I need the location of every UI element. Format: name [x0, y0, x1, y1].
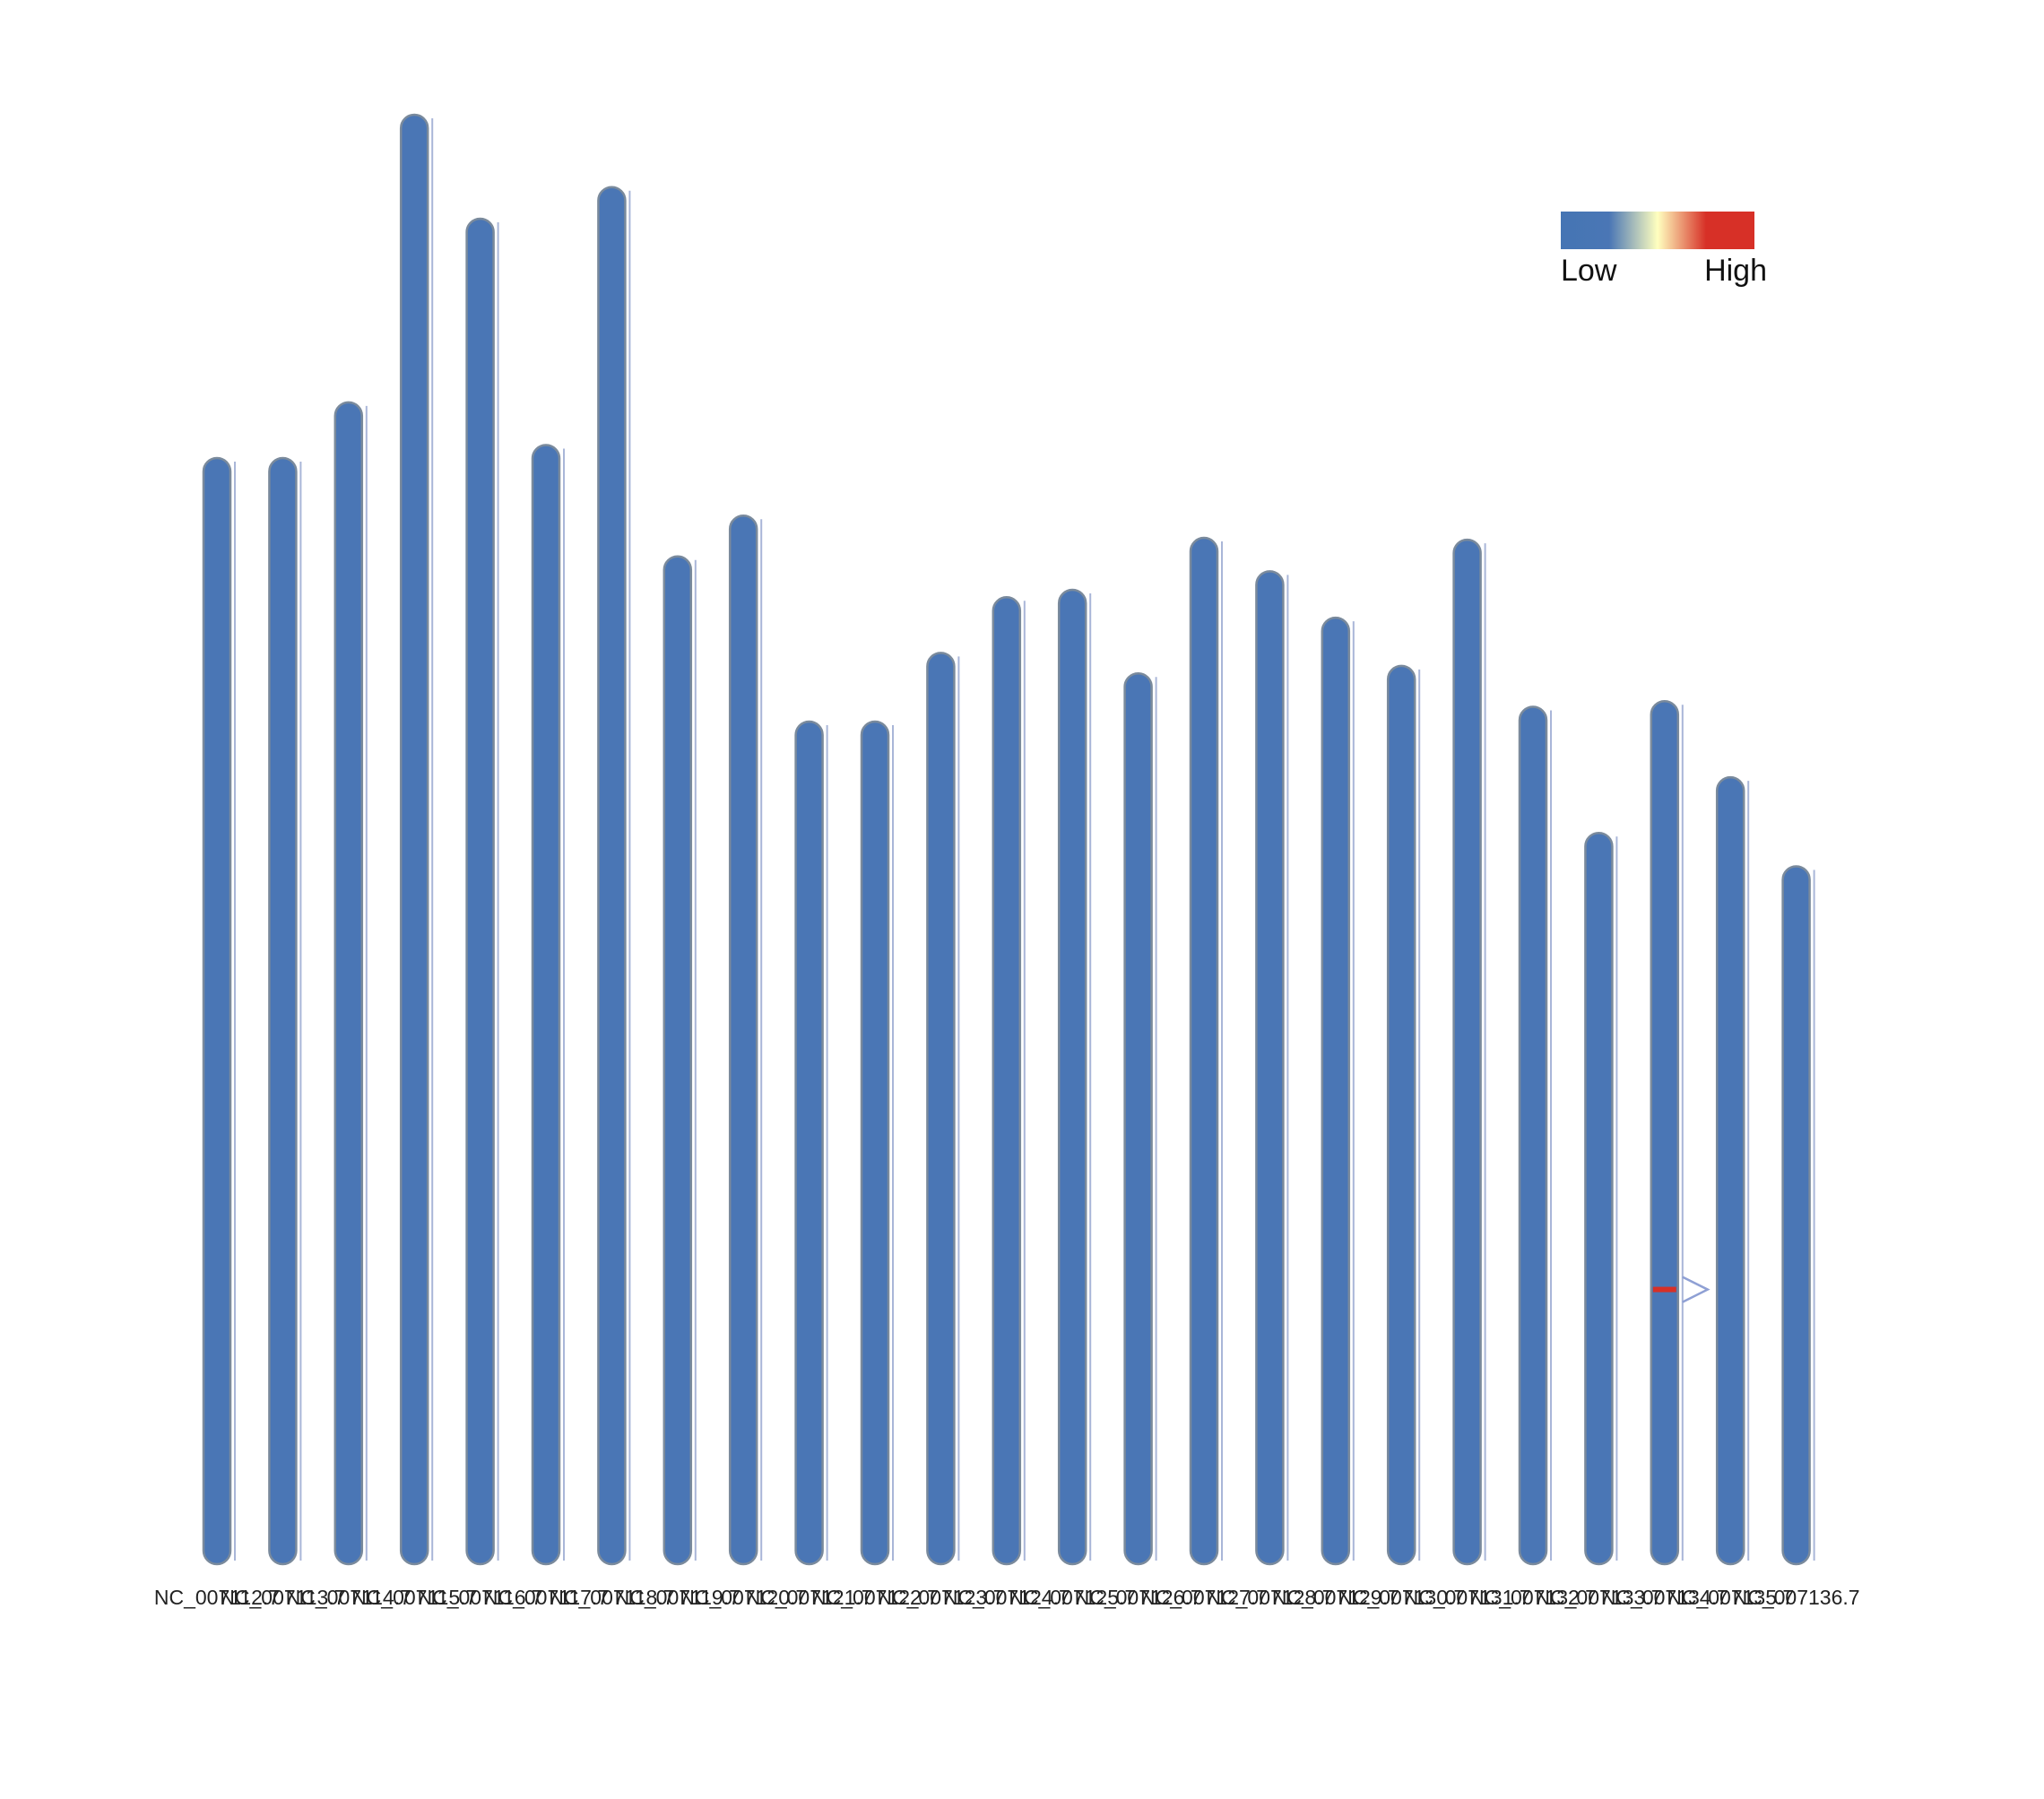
x-tick-label: NC_007122.7	[811, 1586, 939, 1609]
chromosome-bar	[794, 720, 824, 1566]
x-tick-label: NC_007119.7	[615, 1586, 741, 1609]
x-tick-label: NC_007120.7	[680, 1586, 807, 1609]
chromosome-bar	[1518, 705, 1548, 1566]
x-tick-label: NC_007118.7	[549, 1586, 674, 1609]
density-legend: Low High	[1561, 212, 1767, 288]
chromosome-bar	[399, 113, 429, 1566]
x-tick-label: NC_007132.7	[1469, 1586, 1597, 1609]
chromosome-bar	[1386, 664, 1416, 1566]
chromosome-bar	[860, 720, 890, 1566]
x-tick-label: NC_007127.7	[1140, 1586, 1268, 1609]
chromosome-bar	[1584, 832, 1614, 1566]
x-tick-label: NC_007131.7	[1404, 1586, 1531, 1609]
chromosome-bar	[926, 652, 956, 1566]
legend-color-bar	[1561, 212, 1754, 249]
highlight-arrow-marker	[1682, 1276, 1711, 1303]
chromosome-bar	[333, 401, 364, 1566]
x-tick-label: NC_007133.7	[1535, 1586, 1662, 1609]
chromosome-bar	[1452, 538, 1482, 1566]
x-tick-label: NC_007128.7	[1206, 1586, 1333, 1609]
x-tick-label: NC_007115.7	[351, 1586, 477, 1609]
chromosome-bar	[1057, 588, 1087, 1566]
chromosome-bars	[202, 113, 1815, 1566]
x-tick-label: NC_007135.7	[1667, 1586, 1794, 1609]
chromosome-bar	[1123, 671, 1153, 1566]
x-tick-label: NC_007121.7	[746, 1586, 873, 1609]
chromosome-bar	[728, 514, 758, 1566]
x-axis-labels: NC_007112.7NC_007113.7NC_007114.7NC_0071…	[154, 1586, 1860, 1609]
x-tick-label: NC_007134.7	[1601, 1586, 1728, 1609]
x-tick-label: NC_007123.7	[877, 1586, 1004, 1609]
chromosome-bar	[1715, 775, 1745, 1566]
chromosome-bar	[1321, 616, 1351, 1566]
x-tick-label: NC_007117.7	[483, 1586, 609, 1609]
x-tick-label: NC_007112.7	[154, 1586, 280, 1609]
highlight-markers	[1652, 1276, 1711, 1303]
legend-low-label: Low	[1561, 254, 1617, 288]
x-tick-label: NC_007136.7	[1733, 1586, 1860, 1609]
chromosome-bar	[663, 555, 693, 1566]
high-density-band	[1652, 1286, 1676, 1293]
x-tick-label: NC_007116.7	[417, 1586, 542, 1609]
x-tick-label: NC_007124.7	[943, 1586, 1070, 1609]
chromosome-bar	[1189, 536, 1219, 1566]
x-tick-label: NC_007129.7	[1272, 1586, 1399, 1609]
x-tick-label: NC_007113.7	[220, 1586, 345, 1609]
x-tick-label: NC_007125.7	[1009, 1586, 1136, 1609]
chromosome-bar	[531, 444, 561, 1566]
chromosome-bar	[992, 596, 1022, 1566]
chromosome-bar	[202, 456, 232, 1566]
x-tick-label: NC_007114.7	[286, 1586, 411, 1609]
chromosome-bar	[465, 217, 495, 1566]
legend-high-label: High	[1704, 254, 1767, 288]
chromosome-bar	[1650, 700, 1680, 1566]
chromosome-bar	[1255, 570, 1285, 1566]
chromosome-bar	[1781, 865, 1811, 1566]
x-tick-label: NC_007126.7	[1075, 1586, 1202, 1609]
x-tick-label: NC_007130.7	[1338, 1586, 1465, 1609]
chromosome-bar	[268, 456, 298, 1566]
chromosome-bar	[597, 186, 627, 1566]
